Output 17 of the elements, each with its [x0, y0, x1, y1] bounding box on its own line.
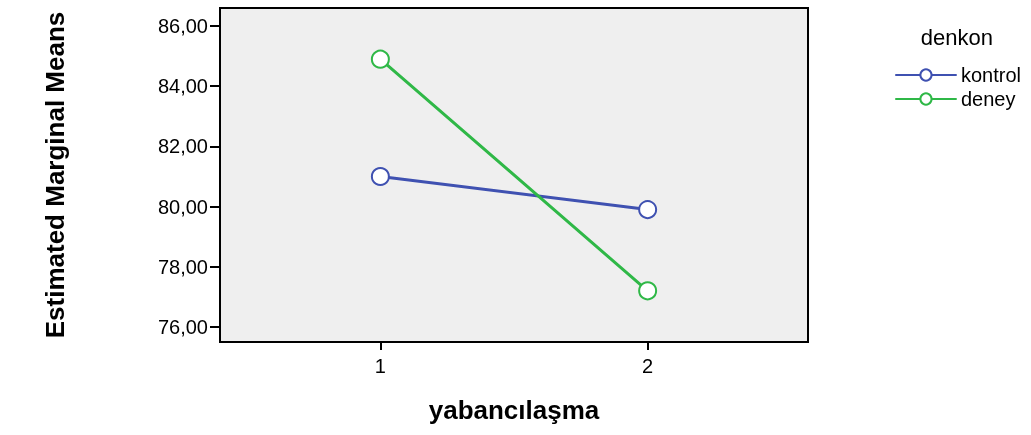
y-tick-label: 76,00 [157, 315, 208, 338]
legend-label: kontrol [960, 64, 1021, 86]
legend-title: denkon [920, 24, 994, 50]
x-tick-label: 1 [374, 355, 386, 377]
point [638, 281, 658, 301]
y-tick-label: 80,00 [157, 195, 208, 218]
x-axis-title: yabancılaşma [428, 395, 600, 425]
y-tick-label: 78,00 [157, 255, 208, 278]
y-tick-label: 82,00 [157, 135, 208, 158]
point [370, 167, 390, 186]
point [638, 200, 658, 220]
y-tick-label: 84,00 [157, 75, 208, 98]
y-axis-title: Estimated Marginal Means [40, 11, 70, 339]
point [370, 49, 390, 69]
legend-label: deney [960, 88, 1016, 110]
y-tick-label: 86,00 [157, 15, 208, 38]
x-tick-label: 2 [642, 355, 654, 377]
